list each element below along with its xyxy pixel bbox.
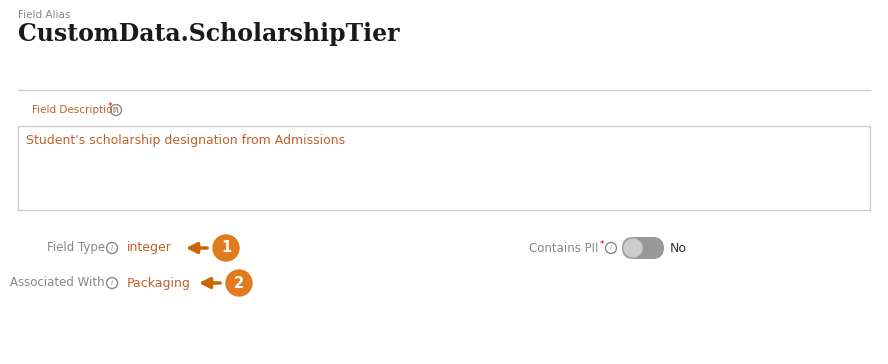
Text: Student's scholarship designation from Admissions: Student's scholarship designation from A…	[26, 134, 345, 147]
Text: No: No	[670, 241, 687, 254]
Text: Field Description: Field Description	[32, 105, 119, 115]
Text: Contains PII: Contains PII	[528, 241, 598, 254]
Text: CustomData.ScholarshipTier: CustomData.ScholarshipTier	[18, 22, 400, 46]
Text: Associated With: Associated With	[11, 277, 105, 289]
Text: i: i	[111, 280, 113, 286]
Text: i: i	[111, 245, 113, 251]
FancyBboxPatch shape	[18, 126, 870, 210]
Text: *: *	[600, 240, 605, 249]
Circle shape	[213, 235, 239, 261]
Text: Field Alias: Field Alias	[18, 10, 70, 20]
Text: 1: 1	[221, 241, 231, 256]
FancyBboxPatch shape	[622, 237, 664, 259]
Text: integer: integer	[127, 241, 172, 254]
FancyArrowPatch shape	[190, 244, 207, 253]
Text: 2: 2	[234, 276, 244, 290]
Text: i: i	[610, 245, 612, 251]
Circle shape	[624, 239, 642, 257]
Text: *: *	[108, 103, 113, 111]
Text: i: i	[115, 107, 117, 113]
Text: Packaging: Packaging	[127, 277, 191, 289]
Text: Field Type: Field Type	[47, 241, 105, 254]
FancyArrowPatch shape	[202, 278, 220, 288]
Circle shape	[226, 270, 252, 296]
